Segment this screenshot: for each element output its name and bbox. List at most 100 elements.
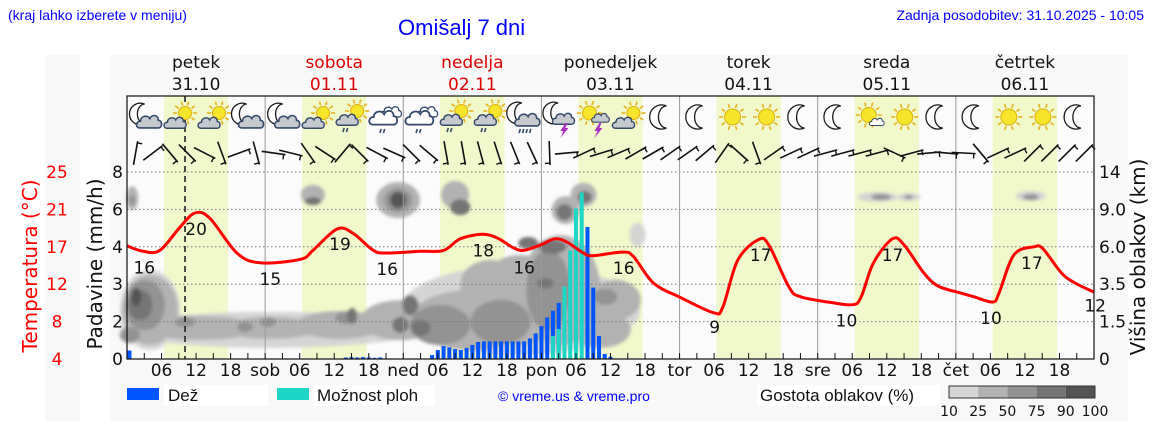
sun-disc [178,106,192,120]
x-tick-label: ned [387,361,419,381]
wind-barb-tick [160,146,165,152]
moon-icon [925,104,943,130]
sun-ray [906,103,910,109]
wind-barb-tick [330,158,335,164]
wind-barb-icon [460,141,467,165]
wind-barb-icon [261,150,286,160]
temperature-labels: 16 20 15 19 16 18 16 16 9 17 10 17 10 17 12 [133,220,1106,338]
sun-cloud-icon [197,101,231,129]
wind-barb-shaft [779,147,803,159]
moon-crescent [961,104,980,130]
rain-bar [458,350,463,359]
wind-barb-icon [797,147,821,159]
sun-ray [911,108,917,113]
sun-ray [186,101,190,106]
sun-ray [456,99,460,104]
rain-drop [418,128,422,134]
wind-barb-shaft [554,151,579,155]
sun-cloud-icon [163,101,197,129]
temperature-value-label: 19 [329,235,351,255]
rain-drop [518,128,522,134]
day-date: 01.11 [310,75,359,95]
showers-bar [562,286,567,359]
cloud-blob [518,237,539,250]
x-tick-label: 12 [600,361,622,381]
day-name: sobota [305,53,363,73]
wind-barb-shaft [900,149,924,157]
rain-swatch [127,388,159,400]
sun-ray [863,102,867,107]
wind-barb-icon [677,145,700,161]
sun-ray [501,103,506,107]
sun-disc [316,106,331,120]
rain-bar [378,357,383,359]
temperature-tick-label: 12 [46,275,68,295]
moon-crescent [823,104,841,130]
moon-icon [1063,104,1082,130]
cloud-shape [163,116,187,129]
wind-barb-tick [190,159,196,165]
wind-barb-icon [865,149,890,157]
wind-barb-shaft [300,142,316,164]
sun-ray [893,121,898,126]
cloud-blob [577,191,592,204]
cloud-blob [392,316,409,333]
x-tick-label: 12 [462,361,484,381]
moon-crescent [649,104,667,130]
cloud-blob [450,199,471,216]
cloud-density-scale-label: 50 [998,404,1016,420]
day-name: sreda [863,53,910,73]
wind-barb-shaft [1058,143,1077,163]
x-tick-label: tor [668,361,692,381]
sun-ray [1016,108,1021,113]
day-date: 31.10 [172,75,221,95]
sun-cloud-rain-icon [335,99,370,133]
x-axis-ticks [143,353,1078,359]
wind-barb-tick [1023,148,1028,154]
sun-ray [220,101,224,106]
wind-barb-icon [314,145,336,164]
day-date: 05.11 [862,75,911,95]
sun-disc [860,107,877,123]
wind-barb-tick [1039,145,1044,150]
wind-barb-tick [644,147,648,153]
wind-barb-tick [253,162,260,165]
x-tick-label: 18 [220,361,242,381]
sun-ray [875,106,880,111]
day-name: petek [172,53,220,73]
sun-ray [857,106,862,111]
wind-barb-icon [934,151,959,159]
wind-barb-icon [751,141,762,165]
wind-barb-icon [695,144,717,162]
x-tick-label: 18 [496,361,518,381]
x-tick-label: 12 [738,361,760,381]
sun-ray [870,102,874,107]
wind-barb-tick [496,162,502,165]
cloud-shape [473,113,498,126]
wind-barb-icon [476,141,485,165]
precip-tick-label: 2 [112,313,123,333]
wind-barb-tick [248,149,252,155]
wind-barb-tick [661,147,666,153]
wind-barb-icon [951,151,976,159]
wind-barb-shaft [366,146,389,160]
x-tick-label: 18 [911,361,933,381]
wind-barb-icon [509,141,521,165]
showers-bar [550,335,555,359]
rain-bar [522,341,527,359]
wind-barb-icon [366,146,389,163]
wind-barb-tick [348,144,354,149]
sun-ray [467,115,472,119]
wind-barb-shaft [677,145,698,161]
rain-bar [510,341,515,359]
sun-disc [1034,108,1052,126]
wind-barb-tick [816,148,821,154]
rain-drop [345,127,349,133]
cloud-blob [347,307,358,324]
sun-small-cloud-icon [855,102,885,128]
day-date: 04.11 [724,75,773,95]
cloud-shape [591,112,610,123]
wind-barb-tick [1006,148,1011,154]
rain-bar [493,341,498,359]
sun-ray [755,121,760,126]
